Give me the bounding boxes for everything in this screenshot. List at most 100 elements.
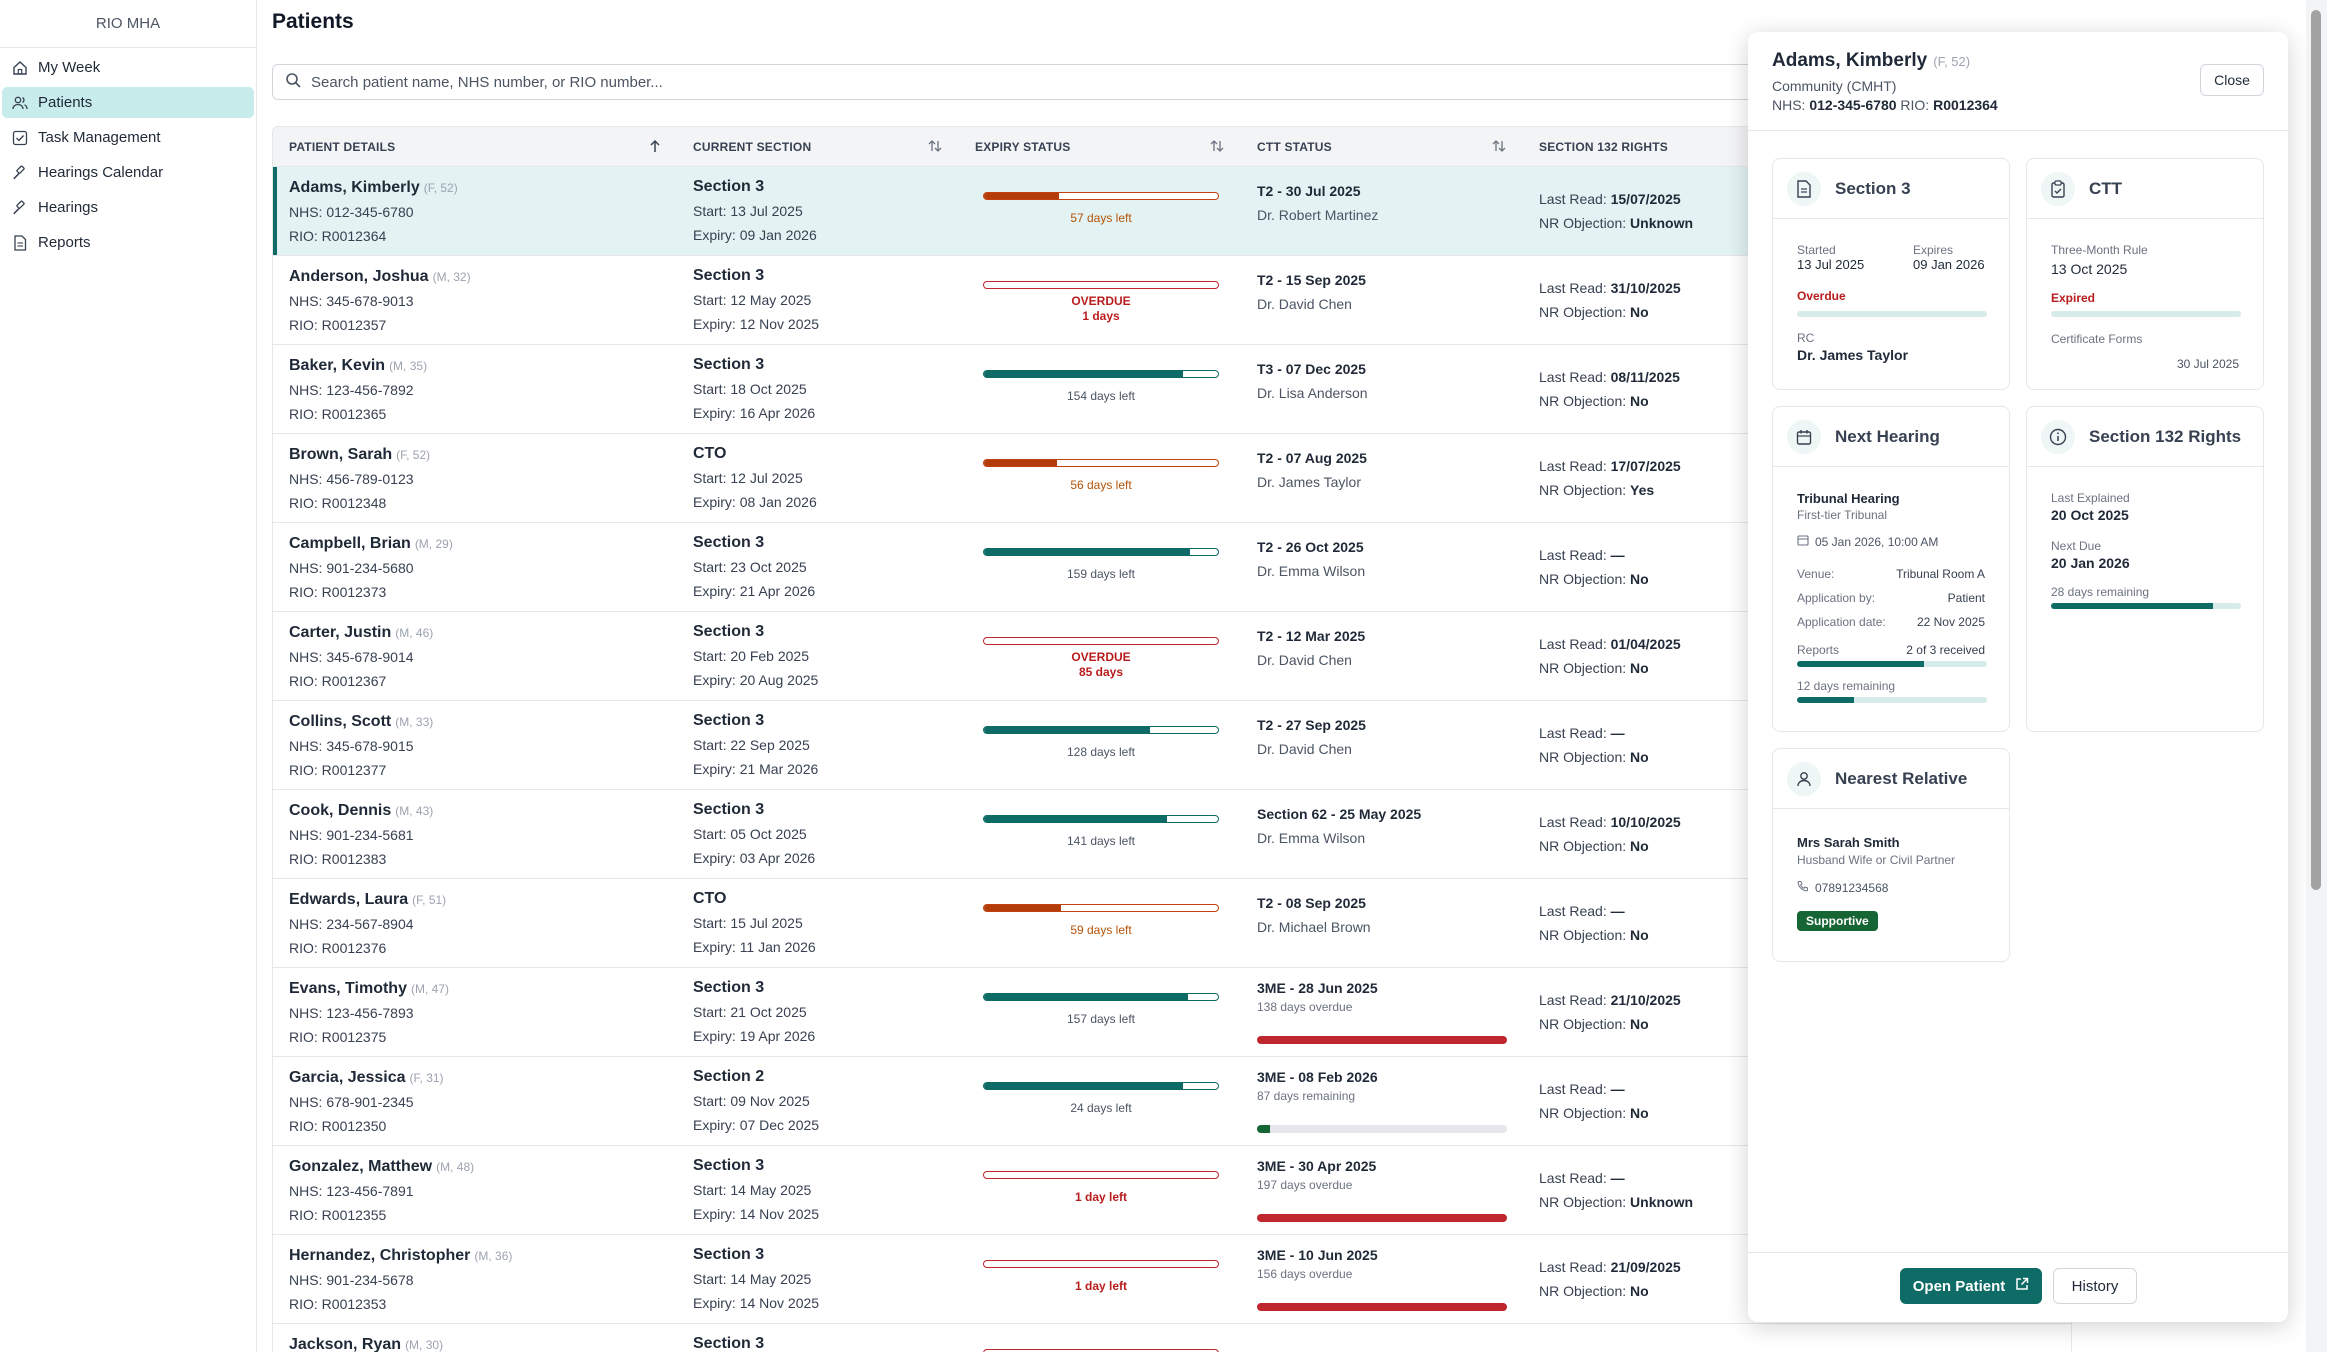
expiry-progress-bar [983,370,1219,378]
sort-icon[interactable] [927,139,943,157]
table-row[interactable]: Anderson, Joshua (M, 32) NHS: 345-678-9013… [273,256,2071,345]
patient-name[interactable]: Anderson, Joshua [289,268,429,285]
search-icon [285,72,301,92]
search-input[interactable] [311,73,1911,91]
patient-name[interactable]: Adams, Kimberly [289,179,420,196]
ctt-progress-bar [2051,311,2241,317]
last-read-value: — [1610,1170,1625,1186]
patient-name[interactable]: Cook, Dennis [289,802,392,819]
current-section-cell: Section 3 [693,1332,764,1352]
sidebar-item-task-management[interactable]: Task Management [2,122,254,153]
rio-number: R0012353 [321,1296,387,1312]
table-row[interactable]: Jackson, Ryan (M, 30) Section 3 [273,1324,2071,1352]
patient-details-cell: Cook, Dennis (M, 43) NHS: 901-234-5681 RIO:… [289,798,433,871]
sidebar-item-label: Patients [38,94,93,111]
expiry-label: Expiry: [693,1295,736,1311]
sort-asc-icon[interactable] [649,139,661,157]
patient-meta: (M, 35) [389,359,428,373]
open-patient-button[interactable]: Open Patient [1900,1268,2042,1304]
start-label: Start: [693,470,727,486]
panel-patient-name: Adams, Kimberly [1772,50,1928,71]
nr-objection-label: NR Objection: [1539,571,1627,587]
patient-name[interactable]: Carter, Justin [289,624,392,641]
table-row[interactable]: Campbell, Brian (M, 29) NHS: 901-234-5680 R… [273,523,2071,612]
sidebar-item-label: Task Management [38,129,161,146]
rio-label: RIO: [289,1207,318,1223]
sort-icon[interactable] [1209,139,1225,157]
sidebar-item-hearings-calendar[interactable]: Hearings Calendar [2,157,254,188]
rc-label: RC [1797,331,1815,345]
patient-name[interactable]: Evans, Timothy [289,980,407,997]
section-name: Section 3 [693,178,765,195]
last-read-label: Last Read: [1539,191,1607,207]
expiry-progress-fill [984,905,1062,911]
nhs-label: NHS: [289,916,323,932]
sort-icon[interactable] [1491,139,1507,157]
sidebar-item-label: Reports [38,234,91,251]
close-button[interactable]: Close [2200,64,2264,96]
table-row[interactable]: Collins, Scott (M, 33) NHS: 345-678-9015 RI… [273,701,2071,790]
hearing-datetime-row: 05 Jan 2026, 10:00 AM [1797,533,1938,550]
panel-divider [1748,130,2288,131]
table-row[interactable]: Baker, Kevin (M, 35) NHS: 123-456-7892 RIO:… [273,345,2071,434]
scrollbar[interactable] [2306,0,2327,1352]
nr-objection-label: NR Objection: [1539,749,1627,765]
panel-footer: Open Patient History [1748,1252,2288,1322]
patient-name[interactable]: Jackson, Ryan [289,1336,402,1352]
patient-meta: (M, 30) [405,1338,444,1352]
sidebar-item-my-week[interactable]: My Week [2,52,254,83]
ctt-doctor: Dr. Emma Wilson [1257,830,1366,846]
patient-name[interactable]: Edwards, Laura [289,891,409,908]
start-label: Start: [693,737,727,753]
rights-cell: Last Read: 01/04/2025 NR Objection: No [1539,632,1681,680]
expiry-label: Expiry: [693,583,736,599]
start-date: 23 Oct 2025 [730,559,807,575]
patient-details-cell: Brown, Sarah (F, 52) NHS: 456-789-0123 RIO:… [289,442,430,515]
sidebar-item-hearings[interactable]: Hearings [2,192,254,223]
table-row[interactable]: Hernandez, Christopher (M, 36) NHS: 901-23… [273,1235,2071,1324]
patient-meta: (M, 47) [410,982,449,996]
expiry-date: 12 Nov 2025 [739,316,820,332]
expiry-progress-bar [983,459,1219,467]
table-row[interactable]: Evans, Timothy (M, 47) NHS: 123-456-7893 RI… [273,968,2071,1057]
table-row[interactable]: Cook, Dennis (M, 43) NHS: 901-234-5681 RIO:… [273,790,2071,879]
patient-name[interactable]: Collins, Scott [289,713,392,730]
table-row[interactable]: Edwards, Laura (F, 51) NHS: 234-567-8904 RI… [273,879,2071,968]
history-button[interactable]: History [2053,1268,2137,1304]
panel-header: Adams, Kimberly (F, 52) Community (CMHT) … [1772,50,1998,113]
expiry-progress-bar [983,1349,1219,1352]
start-date: 21 Oct 2025 [730,1004,807,1020]
patient-name[interactable]: Brown, Sarah [289,446,393,463]
rights-last-label: Last Explained [2051,491,2130,505]
patient-name[interactable]: Campbell, Brian [289,535,411,552]
table-row[interactable]: Brown, Sarah (F, 52) NHS: 456-789-0123 RIO:… [273,434,2071,523]
next-hearing-card[interactable]: Next Hearing Tribunal Hearing First-tier… [1772,406,2010,732]
nr-objection-value: Unknown [1630,215,1694,231]
nr-objection-value: Unknown [1630,1194,1694,1210]
patient-name[interactable]: Garcia, Jessica [289,1069,406,1086]
expiry-status-text: 141 days left [1066,834,1136,848]
table-row[interactable]: Gonzalez, Matthew (M, 48) NHS: 123-456-789… [273,1146,2071,1235]
patient-name[interactable]: Baker, Kevin [289,357,386,374]
expiry-status-text: 159 days left [1066,567,1136,581]
sidebar-item-reports[interactable]: Reports [2,227,254,258]
app-date-value: 22 Nov 2025 [1916,615,1985,629]
ctt-card[interactable]: CTT Three-Month Rule 13 Oct 2025 Expired… [2026,158,2264,390]
section-card[interactable]: Section 3 Started 13 Jul 2025 Expires 09… [1772,158,2010,390]
col-patient-details[interactable]: PATIENT DETAILS [289,140,396,154]
col-ctt-status[interactable]: CTT STATUS [1257,140,1332,154]
patient-name[interactable]: Hernandez, Christopher [289,1247,471,1264]
table-row[interactable]: Carter, Justin (M, 46) NHS: 345-678-9014 RI… [273,612,2071,701]
col-expiry-status[interactable]: EXPIRY STATUS [975,140,1071,154]
nr-phone[interactable]: 07891234568 [1815,880,1889,895]
patient-name[interactable]: Gonzalez, Matthew [289,1158,433,1175]
table-row[interactable]: Garcia, Jessica (F, 31) NHS: 678-901-2345 R… [273,1057,2071,1146]
section-132-rights-card[interactable]: Section 132 Rights Last Explained 20 Oct… [2026,406,2264,732]
nearest-relative-card[interactable]: Nearest Relative Mrs Sarah Smith Husband… [1772,748,2010,962]
rights-cell: Last Read: 17/07/2025 NR Objection: Yes [1539,454,1681,502]
col-section-132-rights[interactable]: SECTION 132 RIGHTS [1539,140,1668,154]
expires-group: Expires 09 Jan 2026 [1913,243,1985,272]
sidebar-item-patients[interactable]: Patients [2,87,254,118]
scroll-thumb[interactable] [2311,10,2321,890]
col-current-section[interactable]: CURRENT SECTION [693,140,812,154]
